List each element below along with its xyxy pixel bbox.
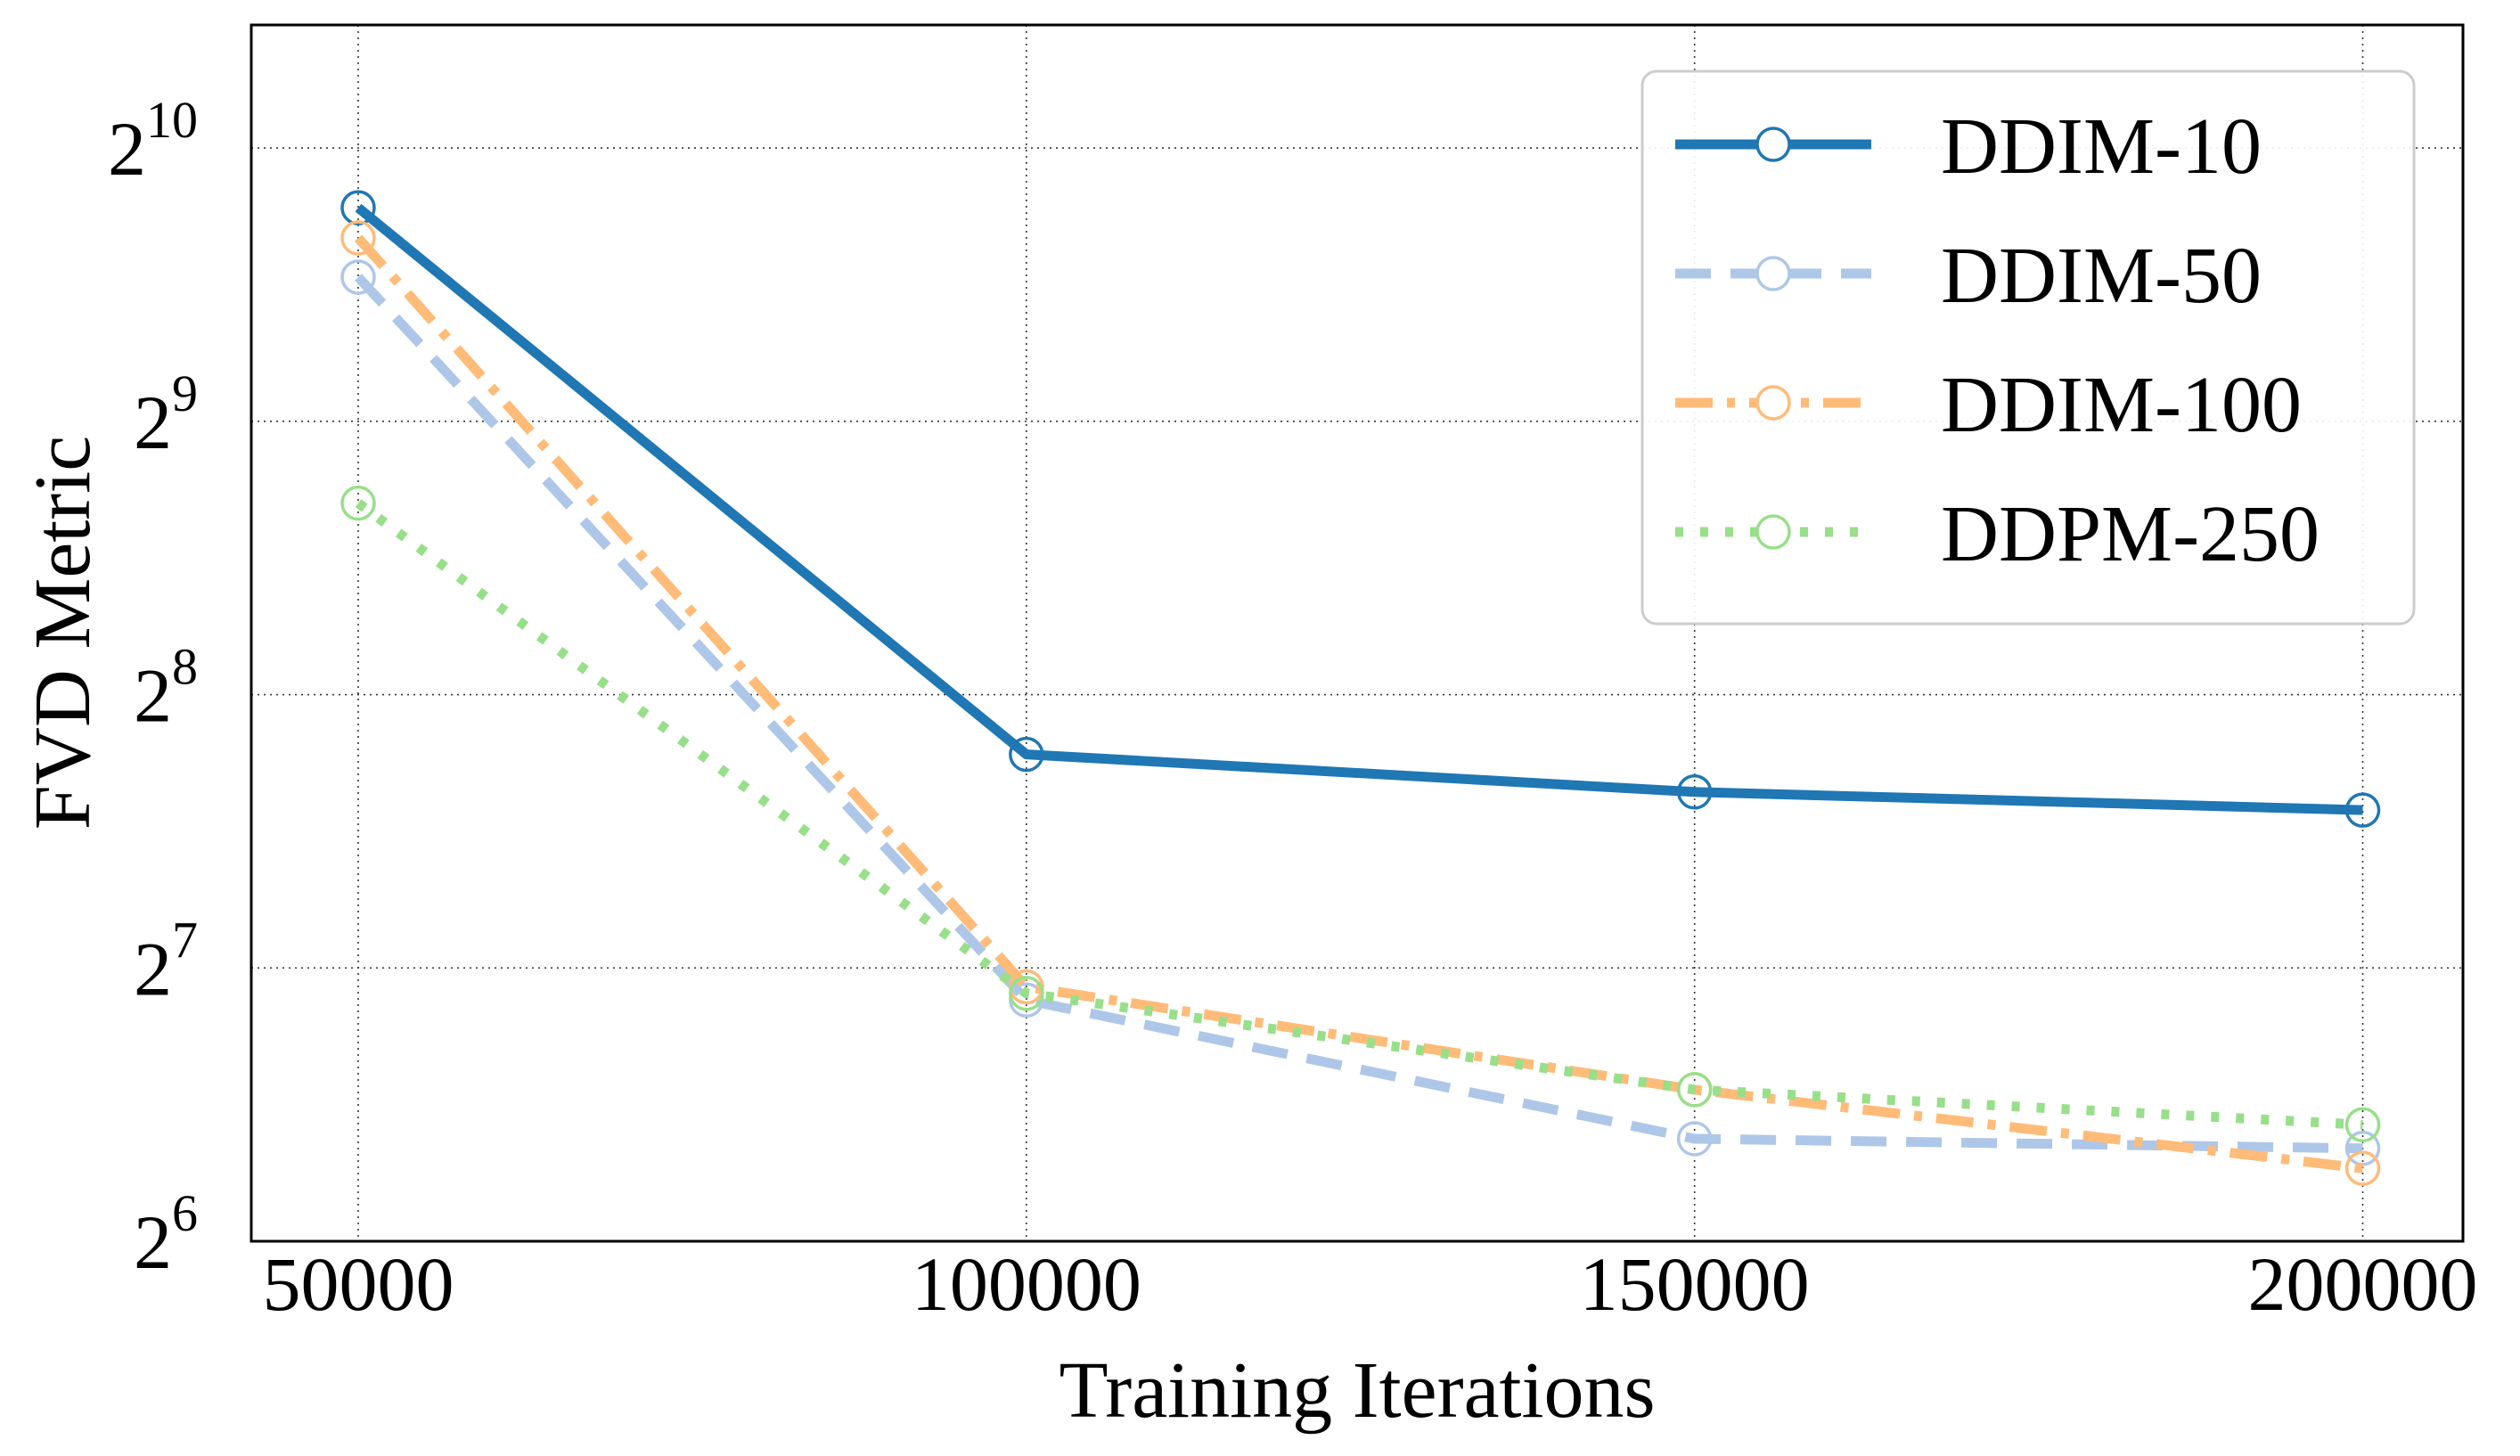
y-tick-base: 2 — [108, 106, 146, 192]
x-axis-label: Training Iterations — [1059, 1346, 1655, 1435]
series-marker-ddim-50 — [340, 259, 376, 295]
series-line-ddim-50 — [354, 274, 2363, 1154]
series-marker-ddim-10 — [1676, 774, 1713, 810]
legend-marker-ddim-10 — [1755, 127, 1791, 162]
legend-label-ddim-100: DDIM-100 — [1941, 361, 2302, 449]
x-tick-label: 150000 — [1580, 1241, 1810, 1327]
legend-label-ddpm-250: DDPM-250 — [1941, 490, 2320, 578]
x-tick-label: 50000 — [262, 1241, 454, 1327]
y-tick-base: 2 — [134, 926, 172, 1011]
y-tick-label: 29 — [134, 364, 198, 465]
series-marker-ddim-50 — [1676, 1121, 1713, 1157]
series-marker-ddpm-250 — [340, 485, 376, 521]
legend-label-ddim-10: DDIM-10 — [1941, 102, 2262, 191]
legend-box — [1640, 70, 2416, 626]
y-tick-label: 210 — [108, 91, 198, 192]
series-marker-ddpm-250 — [2344, 1107, 2381, 1142]
y-tick-label: 28 — [134, 638, 198, 739]
series-marker-ddim-100 — [2344, 1150, 2381, 1186]
series-line-ddim-100 — [354, 234, 2364, 1174]
legend-marker-ddim-100 — [1755, 385, 1791, 421]
y-tick-exponent: 9 — [172, 364, 198, 422]
series-layer — [340, 190, 2381, 1186]
y-tick-label: 26 — [134, 1184, 198, 1285]
series-marker-ddpm-250 — [1009, 976, 1044, 1011]
y-axis-label: FVD Metric — [19, 436, 107, 830]
legend: DDIM-10 DDIM-50 DDIM-100 DDPM-250 — [1640, 70, 2416, 626]
y-tick-base: 2 — [134, 1199, 172, 1285]
series-marker-ddim-10 — [340, 190, 376, 225]
x-tick-label: 200000 — [2248, 1241, 2478, 1327]
y-tick-exponent: 7 — [172, 911, 198, 969]
y-tick-exponent: 8 — [172, 638, 198, 696]
series-line-ddim-10 — [355, 203, 2363, 815]
legend-label-ddim-50: DDIM-50 — [1941, 232, 2262, 320]
series-marker-ddpm-250 — [1676, 1072, 1713, 1108]
y-tick-label: 27 — [134, 911, 198, 1011]
y-tick-exponent: 6 — [172, 1184, 198, 1242]
series-marker-ddim-10 — [2344, 792, 2381, 828]
y-tick-base: 2 — [134, 653, 172, 739]
x-tick-label: 100000 — [912, 1241, 1141, 1327]
legend-marker-ddim-50 — [1755, 256, 1791, 291]
legend-marker-ddpm-250 — [1755, 514, 1791, 550]
series-marker-ddim-10 — [1009, 736, 1044, 773]
y-tick-base: 2 — [134, 380, 172, 465]
y-tick-exponent: 10 — [146, 91, 198, 149]
plot-frame — [250, 23, 2465, 1243]
series-marker-ddim-100 — [340, 220, 376, 256]
